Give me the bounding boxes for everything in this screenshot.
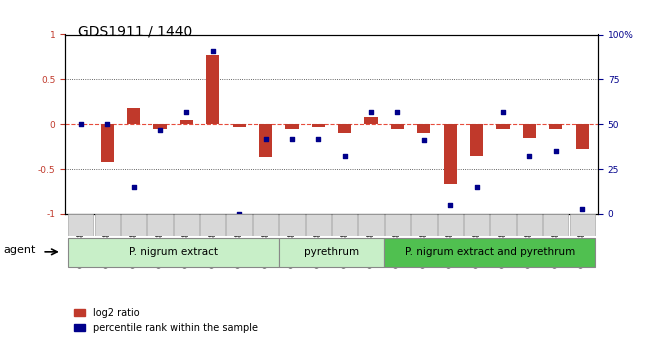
Point bbox=[181, 109, 192, 115]
FancyBboxPatch shape bbox=[490, 214, 515, 236]
FancyBboxPatch shape bbox=[437, 214, 463, 236]
Text: P. nigrum extract and pyrethrum: P. nigrum extract and pyrethrum bbox=[405, 247, 575, 257]
Point bbox=[392, 109, 402, 115]
Point bbox=[339, 154, 350, 159]
Bar bbox=[575, 124, 589, 149]
Point bbox=[102, 121, 112, 127]
Point bbox=[75, 121, 86, 127]
Bar bbox=[470, 124, 483, 156]
Text: pyrethrum: pyrethrum bbox=[304, 247, 359, 257]
FancyBboxPatch shape bbox=[358, 214, 384, 236]
FancyBboxPatch shape bbox=[332, 214, 358, 236]
Bar bbox=[497, 124, 510, 129]
Bar bbox=[444, 124, 457, 184]
Bar bbox=[101, 124, 114, 162]
Bar bbox=[180, 120, 193, 124]
Point bbox=[498, 109, 508, 115]
Point bbox=[155, 127, 165, 132]
FancyBboxPatch shape bbox=[200, 214, 226, 236]
FancyBboxPatch shape bbox=[253, 214, 278, 236]
FancyBboxPatch shape bbox=[464, 214, 489, 236]
Bar bbox=[523, 124, 536, 138]
FancyBboxPatch shape bbox=[148, 214, 173, 236]
Point bbox=[261, 136, 271, 141]
Bar bbox=[127, 108, 140, 124]
Text: GDS1911 / 1440: GDS1911 / 1440 bbox=[78, 24, 192, 38]
FancyBboxPatch shape bbox=[94, 214, 120, 236]
FancyBboxPatch shape bbox=[68, 238, 279, 267]
Point bbox=[129, 184, 139, 190]
Point bbox=[313, 136, 324, 141]
Bar bbox=[365, 117, 378, 124]
Legend: log2 ratio, percentile rank within the sample: log2 ratio, percentile rank within the s… bbox=[70, 304, 262, 337]
Bar bbox=[338, 124, 351, 133]
Bar bbox=[391, 124, 404, 129]
FancyBboxPatch shape bbox=[385, 214, 410, 236]
FancyBboxPatch shape bbox=[306, 214, 331, 236]
Bar bbox=[312, 124, 325, 127]
FancyBboxPatch shape bbox=[280, 214, 305, 236]
FancyBboxPatch shape bbox=[543, 214, 569, 236]
FancyBboxPatch shape bbox=[411, 214, 437, 236]
FancyBboxPatch shape bbox=[279, 238, 384, 267]
FancyBboxPatch shape bbox=[517, 214, 542, 236]
Point bbox=[287, 136, 297, 141]
Point bbox=[445, 202, 456, 208]
Bar bbox=[153, 124, 166, 129]
Text: P. nigrum extract: P. nigrum extract bbox=[129, 247, 218, 257]
Point bbox=[207, 48, 218, 53]
FancyBboxPatch shape bbox=[174, 214, 199, 236]
Bar bbox=[259, 124, 272, 157]
FancyBboxPatch shape bbox=[121, 214, 146, 236]
Bar bbox=[417, 124, 430, 133]
Bar bbox=[285, 124, 298, 129]
FancyBboxPatch shape bbox=[68, 214, 94, 236]
Point bbox=[234, 211, 244, 217]
Bar bbox=[549, 124, 562, 129]
Point bbox=[366, 109, 376, 115]
Bar bbox=[206, 55, 219, 124]
Text: agent: agent bbox=[3, 245, 36, 255]
Point bbox=[577, 206, 588, 211]
Bar bbox=[233, 124, 246, 127]
Point bbox=[524, 154, 534, 159]
Point bbox=[471, 184, 482, 190]
FancyBboxPatch shape bbox=[226, 214, 252, 236]
FancyBboxPatch shape bbox=[384, 238, 595, 267]
Point bbox=[551, 148, 561, 154]
Point bbox=[419, 138, 429, 143]
FancyBboxPatch shape bbox=[569, 214, 595, 236]
